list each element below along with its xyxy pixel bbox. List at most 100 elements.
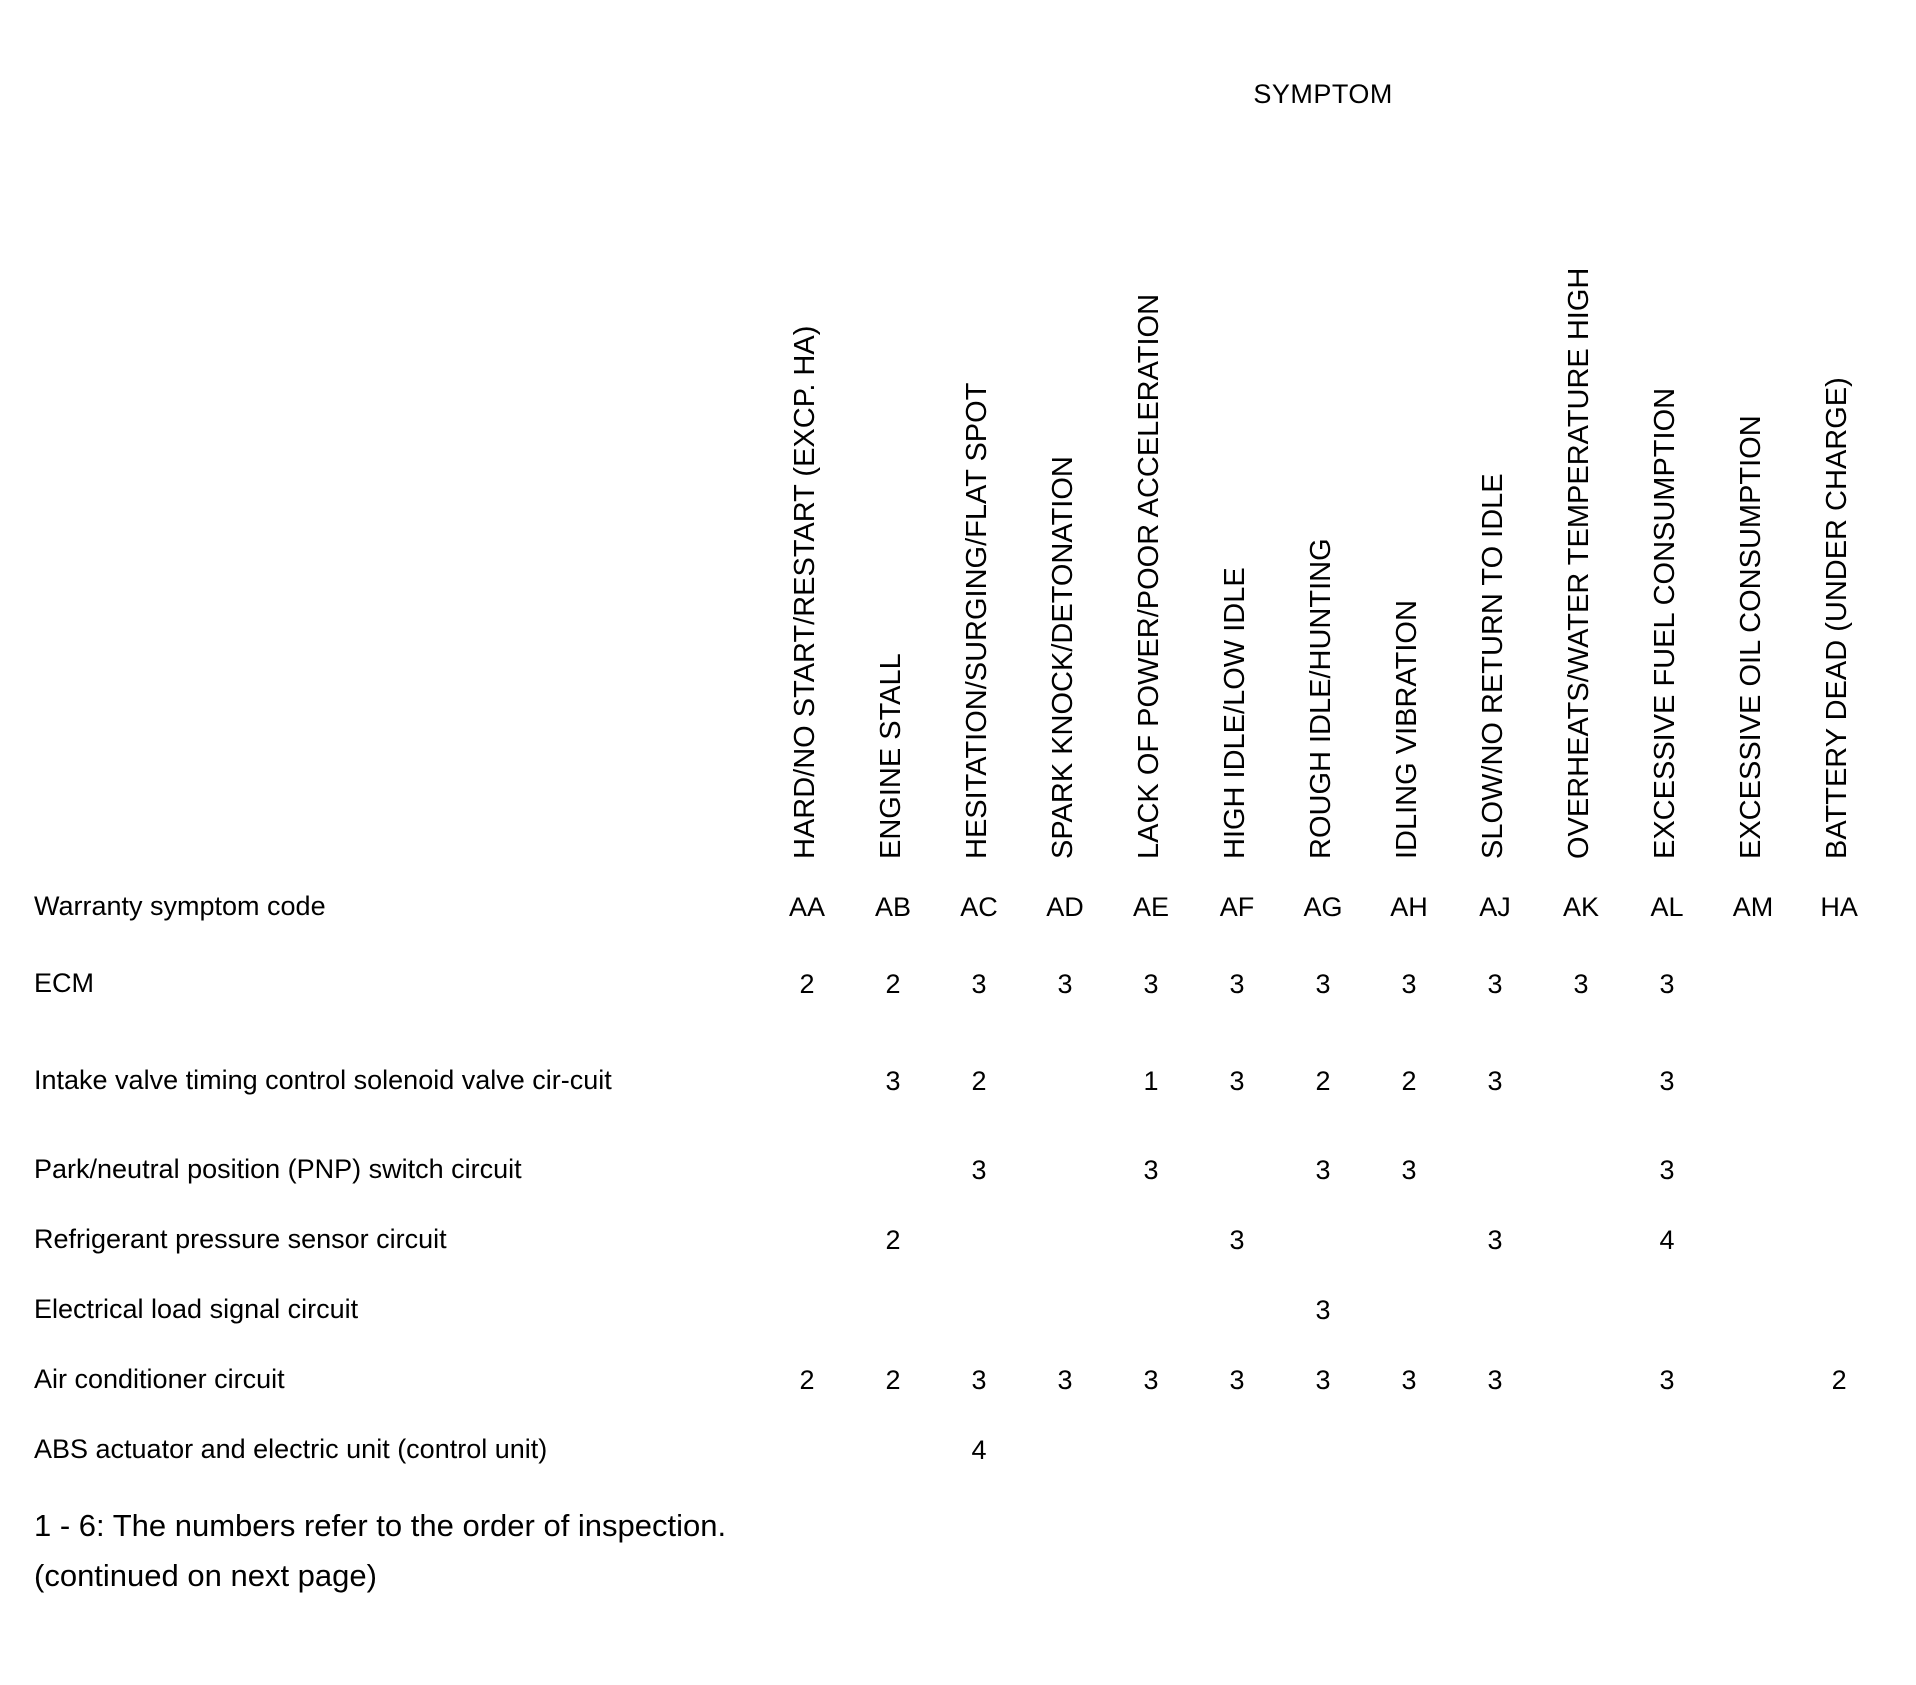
inspection-order-cell: 2 <box>1831 1364 1847 1395</box>
symptom-column-header: ROUGH IDLE/HUNTING <box>1280 131 1366 873</box>
inspection-order-cell <box>1796 1135 1882 1205</box>
inspection-order-cell: 2 <box>1401 1065 1417 1096</box>
inspection-order-cell <box>764 1027 850 1135</box>
table-row: Park/neutral position (PNP) switch circu… <box>34 1135 1882 1205</box>
symptom-column-header: SLOW/NO RETURN TO IDLE <box>1452 131 1538 873</box>
inspection-order-cell <box>1366 1275 1452 1345</box>
inspection-order-cell <box>1022 1275 1108 1345</box>
table-row: Air conditioner circuit 2 2 3 3 3 3 3 3 3 3 2 <box>34 1345 1882 1415</box>
inspection-order-cell: 3 <box>1057 1364 1073 1395</box>
inspection-order-cell <box>1796 1205 1882 1275</box>
symptom-column-header-label: OVERHEATS/WATER TEMPERATURE HIGH <box>1563 267 1595 859</box>
row-label-header <box>34 131 764 873</box>
inspection-order-cell <box>936 1275 1022 1345</box>
inspection-order-cell <box>1538 1205 1624 1275</box>
inspection-order-cell: 3 <box>1401 1154 1417 1185</box>
symptom-column-header: BATTERY DEAD (UNDER CHARGE) <box>1796 131 1882 873</box>
inspection-order-cell <box>1280 1205 1366 1275</box>
warranty-symptom-code-row: Warranty symptom code AA AB AC AD AE AF AG AH AJ A… <box>34 873 1882 941</box>
inspection-order-cell <box>1022 1135 1108 1205</box>
warranty-code-cell: AG <box>1303 891 1343 922</box>
inspection-order-cell: 3 <box>1315 968 1331 999</box>
component-label: Electrical load signal circuit <box>34 1294 359 1325</box>
inspection-order-cell: 3 <box>971 1154 987 1185</box>
symptom-column-header-label: HESITATION/SURGING/FLAT SPOT <box>961 382 993 859</box>
component-label: Park/neutral position (PNP) switch circu… <box>34 1154 522 1185</box>
inspection-order-cell <box>1194 1135 1280 1205</box>
inspection-order-cell <box>850 1415 936 1485</box>
inspection-order-cell <box>1022 1205 1108 1275</box>
inspection-order-cell <box>850 1135 936 1205</box>
inspection-order-cell <box>1452 1415 1538 1485</box>
symptom-column-header-label: ENGINE STALL <box>875 653 907 859</box>
inspection-order-cell: 3 <box>1487 968 1503 999</box>
inspection-order-cell <box>1710 941 1796 1027</box>
inspection-order-cell: 2 <box>885 1364 901 1395</box>
symptom-group-header: SYMPTOM <box>1253 79 1393 109</box>
inspection-order-cell: 2 <box>885 968 901 999</box>
symptom-column-header: ENGINE STALL <box>850 131 936 873</box>
inspection-order-cell: 3 <box>1229 1364 1245 1395</box>
inspection-order-cell <box>1538 1027 1624 1135</box>
symptom-column-header-label: LACK OF POWER/POOR ACCELERATION <box>1133 293 1165 859</box>
inspection-order-cell: 4 <box>1659 1224 1675 1255</box>
inspection-order-cell: 3 <box>1315 1154 1331 1185</box>
inspection-order-cell <box>1452 1135 1538 1205</box>
inspection-order-cell: 2 <box>799 968 815 999</box>
warranty-code-cell: AD <box>1046 891 1084 922</box>
warranty-code-cell: HA <box>1820 891 1858 922</box>
inspection-order-cell <box>1194 1415 1280 1485</box>
table-row: Intake valve timing control solenoid val… <box>34 1027 1882 1135</box>
inspection-order-cell: 2 <box>971 1065 987 1096</box>
table-row: Electrical load signal circuit 3 <box>34 1275 1882 1345</box>
inspection-order-cell: 3 <box>1659 968 1675 999</box>
inspection-order-cell: 3 <box>971 968 987 999</box>
table-row: ECM 2 2 3 3 3 3 3 3 3 3 3 <box>34 941 1882 1027</box>
inspection-order-cell <box>1710 1275 1796 1345</box>
warranty-code-cell: AM <box>1732 891 1774 922</box>
symptom-column-header-label: HARD/NO START/RESTART (EXCP. HA) <box>789 325 821 859</box>
inspection-order-cell: 3 <box>1229 968 1245 999</box>
symptom-column-header: EXCESSIVE FUEL CONSUMPTION <box>1624 131 1710 873</box>
inspection-order-cell: 3 <box>1143 1154 1159 1185</box>
symptom-column-header-label: SLOW/NO RETURN TO IDLE <box>1477 473 1509 859</box>
inspection-order-cell: 3 <box>1487 1224 1503 1255</box>
inspection-order-cell: 3 <box>1229 1065 1245 1096</box>
inspection-order-cell <box>1796 1415 1882 1485</box>
inspection-order-cell <box>1538 1135 1624 1205</box>
inspection-order-cell: 3 <box>885 1065 901 1096</box>
component-label: ECM <box>34 968 94 999</box>
table-corner-cell <box>34 58 764 131</box>
inspection-order-cell <box>1366 1205 1452 1275</box>
inspection-order-cell <box>1796 1027 1882 1135</box>
inspection-order-cell: 4 <box>971 1434 987 1465</box>
symptom-column-header-label: BATTERY DEAD (UNDER CHARGE) <box>1821 377 1854 859</box>
inspection-order-cell: 1 <box>1143 1065 1159 1096</box>
symptom-column-header: HIGH IDLE/LOW IDLE <box>1194 131 1280 873</box>
inspection-order-cell <box>1194 1275 1280 1345</box>
symptom-column-header: EXCESSIVE OIL CONSUMPTION <box>1710 131 1796 873</box>
warranty-code-cell: AF <box>1219 891 1255 922</box>
warranty-code-cell: AB <box>874 891 912 922</box>
component-label: Air conditioner circuit <box>34 1364 285 1395</box>
inspection-order-cell <box>1366 1415 1452 1485</box>
symptom-diagnosis-table: SYMPTOM HARD/NO START/RESTART (EXCP. HA) E… <box>34 58 1882 1485</box>
inspection-order-cell: 3 <box>971 1364 987 1395</box>
inspection-order-cell: 3 <box>1487 1364 1503 1395</box>
inspection-order-cell <box>1710 1135 1796 1205</box>
inspection-order-cell: 3 <box>1487 1065 1503 1096</box>
warranty-code-cell: AL <box>1650 891 1684 922</box>
inspection-order-cell: 3 <box>1143 968 1159 999</box>
inspection-order-cell: 2 <box>885 1224 901 1255</box>
symptom-column-header: IDLING VIBRATION <box>1366 131 1452 873</box>
inspection-order-cell: 3 <box>1401 968 1417 999</box>
warranty-code-cell: AK <box>1562 891 1600 922</box>
inspection-order-cell: 3 <box>1229 1224 1245 1255</box>
inspection-order-cell: 2 <box>1315 1065 1331 1096</box>
document-page: SYMPTOM HARD/NO START/RESTART (EXCP. HA) E… <box>0 58 1916 1685</box>
inspection-order-cell <box>1624 1415 1710 1485</box>
inspection-order-cell <box>1022 1415 1108 1485</box>
symptom-column-header: HESITATION/SURGING/FLAT SPOT <box>936 131 1022 873</box>
inspection-order-cell <box>764 1275 850 1345</box>
footnote-inspection-order: 1 - 6: The numbers refer to the order of… <box>34 1508 727 1543</box>
